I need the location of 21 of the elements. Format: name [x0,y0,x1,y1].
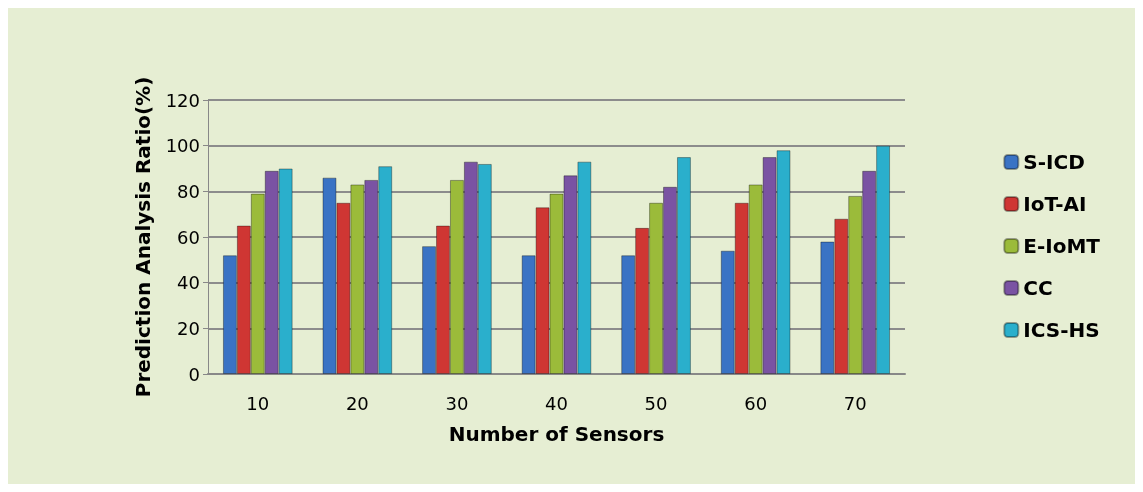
legend-label: ICS-HS [1023,318,1100,342]
x-tick-label: 60 [744,392,768,414]
x-tick-label: 70 [843,392,867,414]
x-tick-label: 30 [445,392,469,414]
y-tick-label: 120 [165,89,200,111]
y-axis-title: Prediction Analysis Ratio(%) [130,76,155,398]
legend-label: E-IoMT [1023,234,1101,258]
y-tick-label: 40 [177,272,200,294]
y-tick-label: 100 [165,135,200,157]
y-tick-label: 60 [177,226,200,248]
y-tick-label: 80 [177,180,200,202]
x-tick-label: 10 [246,392,270,414]
y-tick-label: 0 [188,363,200,385]
legend-label: CC [1023,276,1053,300]
x-tick-label: 20 [345,392,369,414]
legend-label: IoT-AI [1023,192,1087,216]
legend-label: S-ICD [1023,150,1085,174]
y-tick-label: 20 [177,317,200,339]
x-tick-label: 40 [545,392,568,414]
x-tick-label: 50 [644,392,668,414]
x-axis-title: Number of Sensors [448,422,665,446]
